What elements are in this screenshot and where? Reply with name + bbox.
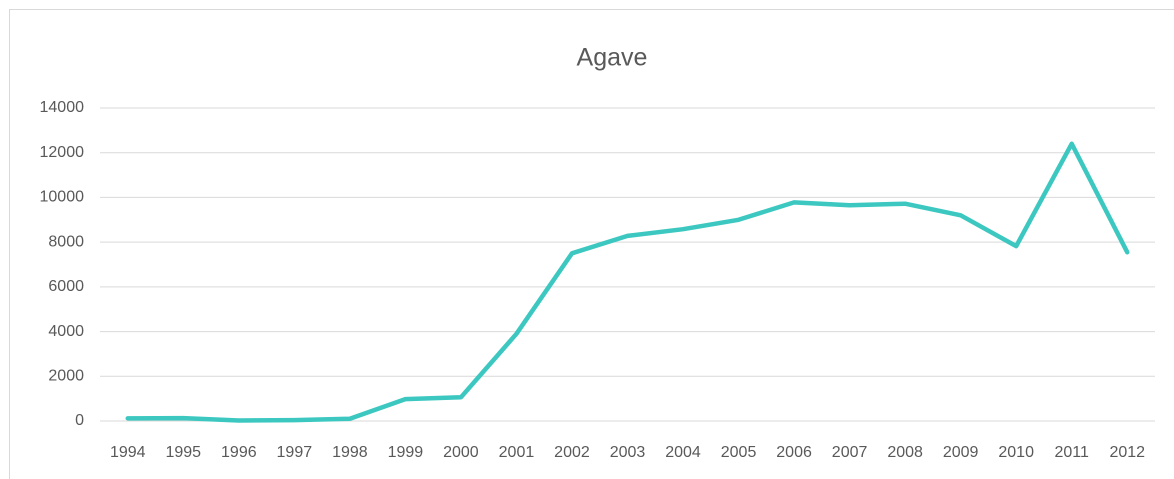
x-tick-label: 2006 (776, 444, 812, 461)
x-tick-label: 2009 (943, 444, 979, 461)
y-tick-label: 6000 (48, 278, 84, 295)
x-tick-label: 2003 (610, 444, 646, 461)
data-line (125, 141, 1130, 423)
x-tick-label: 1997 (277, 444, 313, 461)
x-tick-label: 2012 (1109, 444, 1145, 461)
y-tick-label: 2000 (48, 368, 84, 385)
x-tick-label: 2002 (554, 444, 590, 461)
chart-border (9, 9, 1174, 479)
x-tick-label: 2007 (832, 444, 868, 461)
x-tick-label: 1995 (165, 444, 201, 461)
x-tick-label: 1996 (221, 444, 257, 461)
x-tick-label: 2001 (499, 444, 535, 461)
x-tick-label: 2011 (1055, 444, 1090, 461)
x-tick-label: 2000 (443, 444, 479, 461)
y-tick-label: 4000 (48, 323, 84, 340)
x-tick-label: 1994 (110, 444, 146, 461)
y-tick-label: 12000 (40, 144, 85, 161)
x-tick-label: 2005 (721, 444, 757, 461)
x-tick-label: 1998 (332, 444, 368, 461)
y-tick-label: 14000 (40, 99, 85, 116)
chart-title: Agave (577, 44, 648, 72)
x-tick-label: 2010 (998, 444, 1034, 461)
y-tick-label: 10000 (40, 189, 85, 206)
x-tick-label: 2004 (665, 444, 701, 461)
x-tick-label: 1999 (388, 444, 424, 461)
x-tick-label: 2008 (887, 444, 923, 461)
y-tick-label: 0 (75, 412, 84, 429)
y-tick-label: 8000 (48, 233, 84, 250)
